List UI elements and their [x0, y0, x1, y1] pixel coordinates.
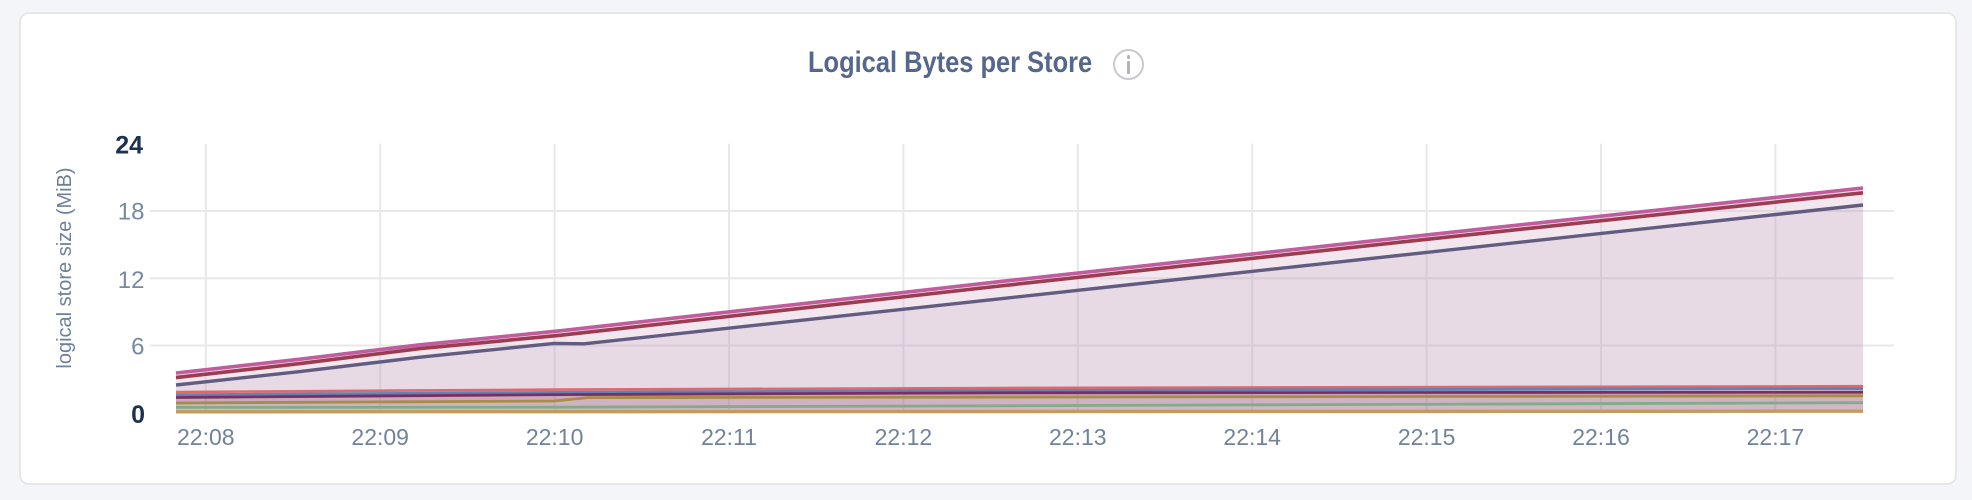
svg-text:6: 6 [131, 334, 144, 361]
svg-text:logical store size (MiB): logical store size (MiB) [54, 167, 76, 368]
svg-text:22:09: 22:09 [351, 424, 409, 450]
svg-text:22:17: 22:17 [1747, 424, 1805, 450]
svg-text:22:13: 22:13 [1049, 424, 1107, 450]
svg-text:22:08: 22:08 [177, 424, 235, 450]
svg-text:18: 18 [118, 199, 145, 226]
svg-text:22:15: 22:15 [1398, 424, 1456, 450]
svg-text:22:10: 22:10 [526, 424, 584, 450]
svg-text:22:16: 22:16 [1572, 424, 1630, 450]
svg-text:24: 24 [115, 132, 143, 160]
svg-text:22:11: 22:11 [701, 424, 757, 450]
svg-text:12: 12 [118, 267, 145, 294]
svg-text:22:12: 22:12 [875, 424, 933, 450]
svg-text:0: 0 [131, 401, 145, 429]
svg-text:22:14: 22:14 [1223, 424, 1281, 450]
